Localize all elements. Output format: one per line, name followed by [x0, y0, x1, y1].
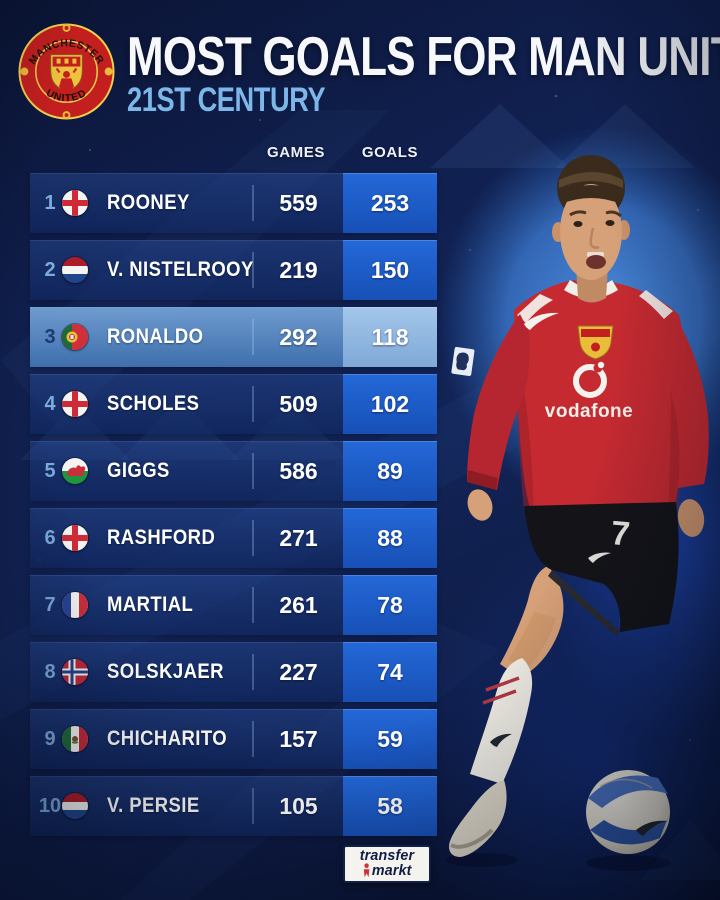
column-header-goals: GOALS: [361, 144, 419, 161]
player-name: GIGGS: [107, 459, 170, 482]
flag-wales-icon: [62, 458, 88, 484]
games-value: 105: [279, 793, 318, 819]
flag-mexico-icon: [62, 726, 88, 752]
player-name: ROONEY: [107, 191, 190, 214]
flag-france-icon: [62, 592, 88, 618]
goals-value: 150: [370, 257, 410, 283]
goals-value: 74: [377, 659, 403, 685]
table-row-v-nistelrooy: 2 V. NISTELROOY 219 150: [30, 240, 437, 300]
table-row-chicharito: 9 CHICHARITO 157 59: [30, 709, 437, 769]
goals-cell: 118: [343, 307, 437, 367]
premier-league-sleeve-badge: [451, 346, 475, 376]
transfermarkt-word-top: transfer: [359, 847, 415, 864]
games-value: 586: [279, 458, 318, 484]
goals-value: 118: [371, 324, 409, 350]
goals-value: 253: [370, 190, 410, 216]
goals-cell: 74: [343, 642, 437, 702]
player-name: RONALDO: [107, 325, 204, 348]
football: [586, 770, 670, 854]
player-name: SCHOLES: [107, 392, 200, 415]
games-value: 157: [279, 726, 318, 752]
table-row-solskjaer: 8 SOLSKJAER 227 74: [30, 642, 437, 702]
player-name: RASHFORD: [107, 526, 216, 549]
goals-cell: 253: [343, 173, 437, 233]
goals-cell: 150: [343, 240, 437, 300]
games-value: 559: [279, 190, 318, 216]
manchester-united-crest: MANCHESTER UNITED: [18, 23, 115, 120]
goals-cell: 78: [343, 575, 437, 635]
goals-cell: 88: [343, 508, 437, 568]
goals-cell: 89: [343, 441, 437, 501]
goals-value: 78: [377, 592, 403, 618]
flag-england-icon: [62, 190, 88, 216]
games-value: 261: [279, 592, 318, 618]
flag-portugal-icon: [62, 324, 88, 350]
flag-norway-icon: [62, 659, 88, 685]
table-row-v-persie: 10 V. PERSIE 105 58: [30, 776, 437, 836]
shorts-number: 7: [609, 514, 631, 554]
goals-value: 59: [377, 726, 403, 752]
games-value: 509: [279, 391, 318, 417]
goals-value: 102: [370, 391, 410, 417]
page-title: MOST GOALS FOR MAN UNITED: [127, 25, 720, 87]
transfermarkt-word-bottom: markt: [371, 862, 412, 879]
games-value: 292: [279, 324, 318, 350]
player-name: CHICHARITO: [107, 727, 228, 750]
table-row-scholes: 4 SCHOLES 509 102: [30, 374, 437, 434]
games-value: 227: [279, 659, 318, 685]
jersey-sponsor-text: vodafone: [545, 401, 633, 422]
flag-england-icon: [62, 525, 88, 551]
table-row-rooney: 1 ROONEY 559 253: [30, 173, 437, 233]
goals-cell: 59: [343, 709, 437, 769]
table-row-giggs: 5 GIGGS 586 89: [30, 441, 437, 501]
flag-england-icon: [62, 391, 88, 417]
player-name: MARTIAL: [107, 593, 194, 616]
goals-value: 58: [377, 793, 403, 819]
page-subtitle: 21ST CENTURY: [127, 81, 326, 119]
player-name: SOLSKJAER: [107, 660, 224, 683]
games-value: 219: [279, 257, 318, 283]
goals-cell: 102: [343, 374, 437, 434]
flag-netherlands-icon: [62, 257, 88, 283]
table-row-ronaldo: 3 RONALDO 292 118: [30, 307, 437, 367]
column-header-games: GAMES: [266, 144, 325, 161]
player-photo: vodafone 7: [400, 112, 720, 900]
games-value: 271: [279, 525, 318, 551]
goals-value: 88: [377, 525, 403, 551]
table-row-rashford: 6 RASHFORD 271 88: [30, 508, 437, 568]
goals-value: 89: [377, 458, 403, 484]
transfermarkt-mascot-icon: [363, 863, 370, 878]
player-name: V. NISTELROOY: [107, 258, 254, 281]
table-row-martial: 7 MARTIAL 261 78: [30, 575, 437, 635]
goals-cell: 58: [343, 776, 437, 836]
transfermarkt-logo: transfer markt: [343, 845, 431, 883]
player-name: V. PERSIE: [107, 794, 200, 817]
flag-netherlands-icon: [62, 793, 88, 819]
